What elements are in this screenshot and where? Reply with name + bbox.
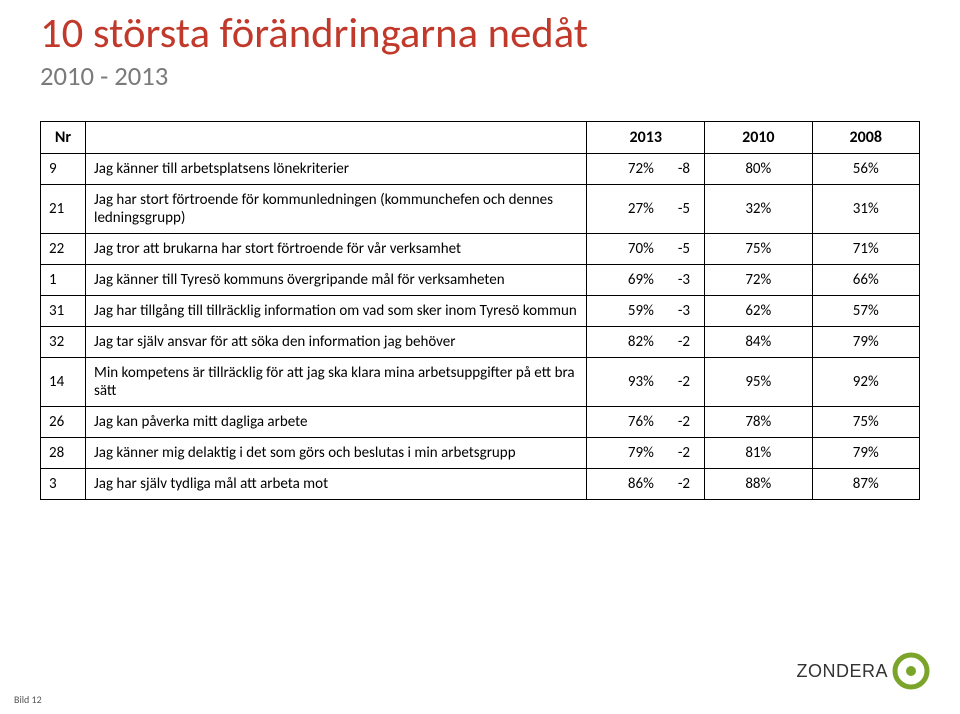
- cell-2010: 81%: [705, 437, 812, 468]
- value-2013-pct: 79%: [595, 444, 653, 462]
- brand-logo-text: ZONDERA: [796, 661, 888, 682]
- cell-2010: 78%: [705, 406, 812, 437]
- cell-question: Jag har själv tydliga mål att arbeta mot: [86, 468, 587, 499]
- cell-2010: 80%: [705, 153, 812, 184]
- cell-nr: 1: [41, 264, 86, 295]
- cell-2008: 71%: [812, 233, 919, 264]
- value-2013-pct: 76%: [595, 413, 653, 431]
- value-2013-delta: -2: [654, 413, 692, 431]
- value-2013-delta: -2: [654, 475, 692, 493]
- cell-2013: 27%-5: [587, 184, 705, 233]
- table-header-row: Nr 2013 2010 2008: [41, 121, 920, 153]
- table-row: 32Jag tar själv ansvar för att söka den …: [41, 326, 920, 357]
- value-2013-pct: 86%: [595, 475, 653, 493]
- cell-question: Jag har tillgång till tillräcklig inform…: [86, 295, 587, 326]
- table-row: 28Jag känner mig delaktig i det som görs…: [41, 437, 920, 468]
- cell-2013: 69%-3: [587, 264, 705, 295]
- cell-nr: 21: [41, 184, 86, 233]
- table-row: 9Jag känner till arbetsplatsens lönekrit…: [41, 153, 920, 184]
- value-2013-delta: -5: [654, 200, 692, 218]
- cell-2010: 75%: [705, 233, 812, 264]
- table-row: 31Jag har tillgång till tillräcklig info…: [41, 295, 920, 326]
- cell-question: Jag har stort förtroende för kommunledni…: [86, 184, 587, 233]
- value-2013-delta: -8: [654, 160, 692, 178]
- cell-2008: 79%: [812, 326, 919, 357]
- cell-question: Jag känner mig delaktig i det som görs o…: [86, 437, 587, 468]
- cell-2008: 66%: [812, 264, 919, 295]
- changes-table: Nr 2013 2010 2008 9Jag känner till arbet…: [40, 121, 920, 500]
- cell-question: Jag tar själv ansvar för att söka den in…: [86, 326, 587, 357]
- cell-nr: 26: [41, 406, 86, 437]
- value-2013-delta: -2: [654, 373, 692, 391]
- cell-nr: 32: [41, 326, 86, 357]
- table-row: 26Jag kan påverka mitt dagliga arbete76%…: [41, 406, 920, 437]
- table-row: 1Jag känner till Tyresö kommuns övergrip…: [41, 264, 920, 295]
- cell-2008: 79%: [812, 437, 919, 468]
- cell-2010: 95%: [705, 357, 812, 406]
- value-2013-pct: 69%: [595, 271, 653, 289]
- cell-nr: 9: [41, 153, 86, 184]
- brand-logo: ZONDERA: [796, 652, 930, 690]
- page-subtitle: 2010 - 2013: [40, 61, 920, 93]
- col-header-question: [86, 121, 587, 153]
- col-header-2008: 2008: [812, 121, 919, 153]
- table-row: 21Jag har stort förtroende för kommunled…: [41, 184, 920, 233]
- slide-number: Bild 12: [14, 693, 42, 706]
- cell-2010: 88%: [705, 468, 812, 499]
- cell-2008: 87%: [812, 468, 919, 499]
- value-2013-pct: 70%: [595, 240, 653, 258]
- cell-2013: 76%-2: [587, 406, 705, 437]
- table-row: 3Jag har själv tydliga mål att arbeta mo…: [41, 468, 920, 499]
- table-row: 22Jag tror att brukarna har stort förtro…: [41, 233, 920, 264]
- value-2013-delta: -3: [654, 271, 692, 289]
- value-2013-pct: 93%: [595, 373, 653, 391]
- cell-question: Jag tror att brukarna har stort förtroen…: [86, 233, 587, 264]
- cell-2008: 92%: [812, 357, 919, 406]
- cell-2008: 56%: [812, 153, 919, 184]
- value-2013-pct: 59%: [595, 302, 653, 320]
- cell-2013: 59%-3: [587, 295, 705, 326]
- cell-question: Jag kan påverka mitt dagliga arbete: [86, 406, 587, 437]
- cell-question: Jag känner till arbetsplatsens lönekrite…: [86, 153, 587, 184]
- table-row: 14Min kompetens är tillräcklig för att j…: [41, 357, 920, 406]
- cell-2008: 57%: [812, 295, 919, 326]
- cell-question: Min kompetens är tillräcklig för att jag…: [86, 357, 587, 406]
- value-2013-pct: 72%: [595, 160, 653, 178]
- cell-2013: 70%-5: [587, 233, 705, 264]
- value-2013-delta: -2: [654, 333, 692, 351]
- col-header-2013: 2013: [587, 121, 705, 153]
- cell-2013: 82%-2: [587, 326, 705, 357]
- cell-nr: 3: [41, 468, 86, 499]
- cell-2013: 72%-8: [587, 153, 705, 184]
- value-2013-pct: 82%: [595, 333, 653, 351]
- target-icon: [892, 652, 930, 690]
- col-header-nr: Nr: [41, 121, 86, 153]
- cell-2010: 62%: [705, 295, 812, 326]
- cell-2010: 84%: [705, 326, 812, 357]
- value-2013-pct: 27%: [595, 200, 653, 218]
- cell-nr: 14: [41, 357, 86, 406]
- value-2013-delta: -3: [654, 302, 692, 320]
- cell-nr: 31: [41, 295, 86, 326]
- page-title: 10 största förändringarna nedåt: [40, 10, 920, 57]
- col-header-2010: 2010: [705, 121, 812, 153]
- cell-question: Jag känner till Tyresö kommuns övergripa…: [86, 264, 587, 295]
- value-2013-delta: -5: [654, 240, 692, 258]
- cell-2013: 93%-2: [587, 357, 705, 406]
- cell-nr: 28: [41, 437, 86, 468]
- cell-2010: 72%: [705, 264, 812, 295]
- value-2013-delta: -2: [654, 444, 692, 462]
- cell-2013: 79%-2: [587, 437, 705, 468]
- cell-2008: 31%: [812, 184, 919, 233]
- cell-2013: 86%-2: [587, 468, 705, 499]
- cell-2008: 75%: [812, 406, 919, 437]
- cell-nr: 22: [41, 233, 86, 264]
- cell-2010: 32%: [705, 184, 812, 233]
